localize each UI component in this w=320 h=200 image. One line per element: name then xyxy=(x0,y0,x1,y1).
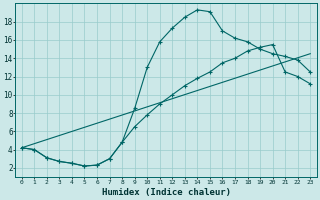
X-axis label: Humidex (Indice chaleur): Humidex (Indice chaleur) xyxy=(101,188,230,197)
